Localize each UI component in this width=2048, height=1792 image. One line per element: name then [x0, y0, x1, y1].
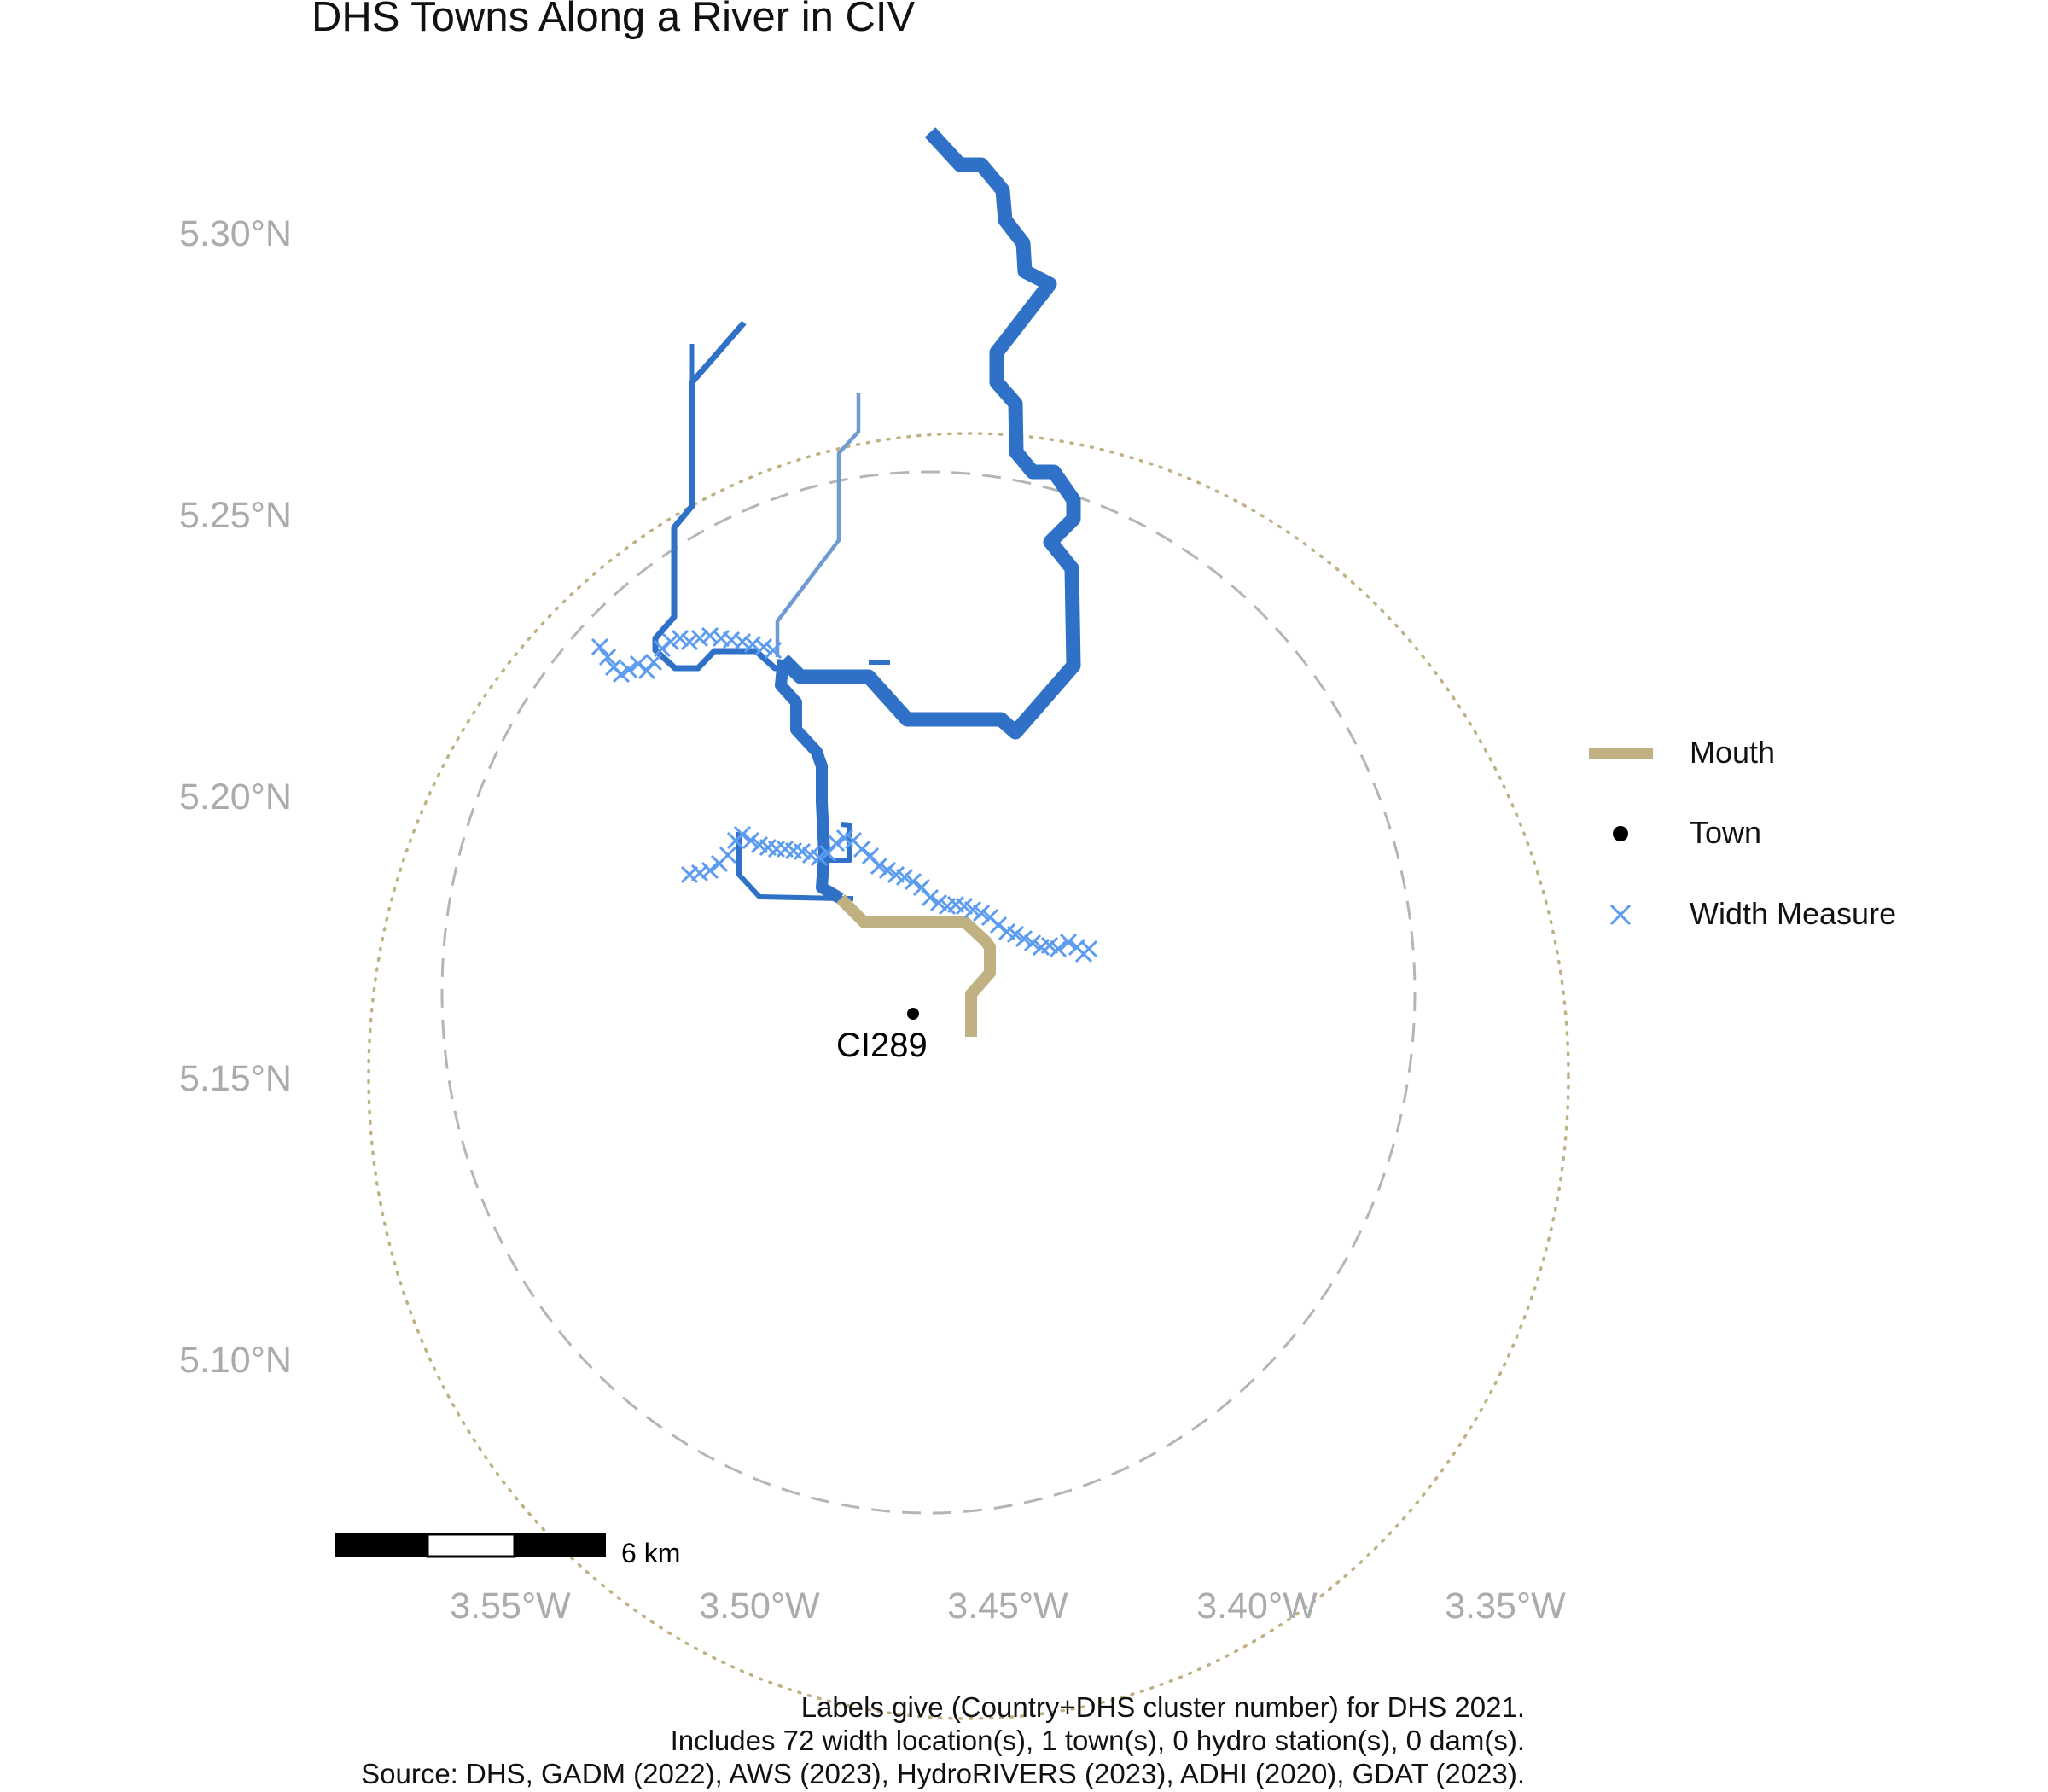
width-measure-mark — [701, 861, 719, 880]
x-axis-label: 3.40°W — [1196, 1585, 1318, 1626]
dashed-buffer-circle — [440, 470, 1417, 1515]
town-point — [907, 1008, 919, 1020]
width-measure-mark — [742, 831, 760, 850]
width-measure-mark — [810, 848, 829, 867]
scale-bar-segment-3 — [514, 1533, 606, 1557]
river-main-stem — [777, 127, 1081, 740]
y-axis-label: 5.30°N — [179, 213, 292, 254]
legend-label-mouth: Mouth — [1690, 735, 1776, 770]
width-measure-mark — [701, 626, 719, 645]
width-measure-mark — [1006, 925, 1025, 944]
scale-bar-segment-1 — [335, 1533, 428, 1557]
width-measure-mark — [754, 637, 773, 656]
river-middle-trunk — [775, 659, 844, 905]
width-measure-mark — [620, 660, 638, 679]
width-measure-mark — [690, 629, 709, 648]
width-measure-mark — [733, 632, 752, 651]
width-measure-mark — [764, 641, 783, 660]
x-axis-label: 3.50°W — [699, 1585, 820, 1626]
width-measure-mark — [733, 825, 752, 844]
width-measure-mark — [598, 648, 617, 666]
legend-label-town: Town — [1690, 815, 1762, 850]
scale-bar-label: 6 km — [621, 1538, 681, 1568]
width-measure-mark — [878, 861, 897, 880]
x-axis-label: 3.55°W — [450, 1585, 571, 1626]
legend-keys — [1589, 748, 1653, 926]
width-measure-mark — [1015, 929, 1033, 948]
width-measure-mark — [661, 632, 680, 651]
width-measure-marks — [591, 626, 1098, 963]
caption-line-2: Includes 72 width location(s), 1 town(s)… — [670, 1725, 1525, 1756]
y-axis-label: 5.25°N — [179, 495, 292, 536]
river-mouth — [836, 894, 996, 1037]
width-measure-mark — [719, 846, 737, 864]
caption-line-3: Source: DHS, GADM (2022), AWS (2023), Hy… — [361, 1758, 1525, 1789]
width-measure-mark — [1049, 940, 1068, 958]
x-axis-label: 3.45°W — [947, 1585, 1068, 1626]
width-measure-mark — [972, 904, 991, 922]
town-label: CI289 — [836, 1027, 928, 1064]
width-measure-mark — [1079, 940, 1098, 958]
y-axis-label: 5.15°N — [179, 1058, 292, 1099]
width-measure-mark — [904, 872, 922, 891]
y-axis-label: 5.10°N — [179, 1340, 292, 1381]
x-axis-label: 3.35°W — [1445, 1585, 1566, 1626]
river-network — [652, 127, 1081, 1037]
river-west-tributary — [652, 320, 783, 672]
width-measure-mark — [921, 888, 940, 907]
legend-label-width-measure: Width Measure — [1690, 896, 1897, 931]
width-measure-mark — [870, 857, 888, 876]
map-title: DHS Towns Along a River in CIV — [311, 0, 916, 40]
river-light-tributary — [775, 393, 861, 657]
width-measure-mark — [591, 637, 609, 656]
scale-bar-segment-2 — [426, 1533, 516, 1558]
width-measure-mark — [644, 653, 663, 672]
width-measure-mark — [671, 629, 689, 648]
dotted-buffer-circle — [367, 432, 1570, 1720]
width-measure-mark — [1023, 934, 1042, 952]
width-measure-mark — [690, 864, 709, 882]
width-measure-mark — [827, 834, 846, 852]
legend-key-width-measure — [1609, 904, 1632, 926]
width-measure-mark — [895, 868, 914, 887]
width-measure-mark — [1059, 933, 1078, 951]
legend-key-town — [1613, 826, 1628, 841]
caption-line-1: Labels give (Country+DHS cluster number)… — [800, 1691, 1525, 1723]
scale-bar — [335, 1533, 606, 1558]
width-measure-mark — [680, 632, 699, 651]
y-axis-label: 5.20°N — [179, 777, 292, 817]
